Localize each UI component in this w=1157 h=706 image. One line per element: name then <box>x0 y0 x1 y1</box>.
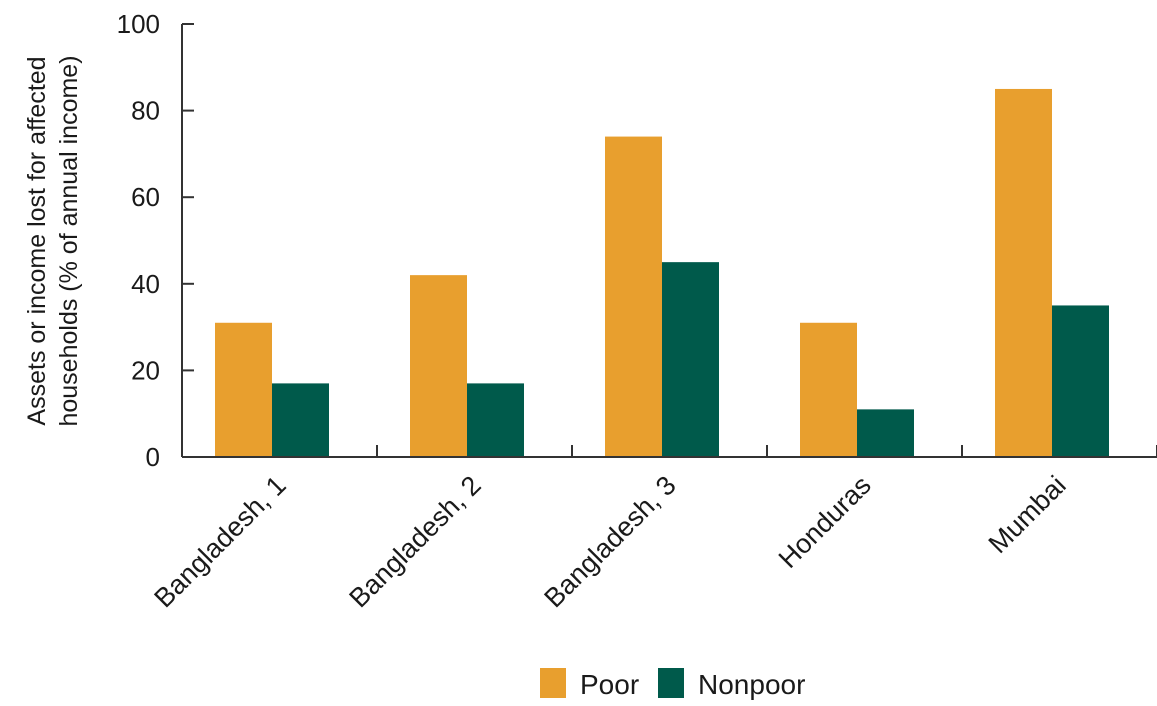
bar-nonpoor-0 <box>272 383 329 457</box>
legend-label-nonpoor: Nonpoor <box>698 669 805 700</box>
y-axis-title: Assets or income lost for affected house… <box>23 55 83 426</box>
y-tick-label: 80 <box>131 96 160 126</box>
bar-poor-1 <box>410 275 467 457</box>
bar-nonpoor-2 <box>662 262 719 457</box>
bar-poor-3 <box>800 322 857 457</box>
y-tick-label: 40 <box>131 269 160 299</box>
legend-swatch-poor <box>540 668 566 698</box>
y-tick-label: 100 <box>117 9 160 39</box>
bar-poor-2 <box>605 136 662 457</box>
x-tick-label: Mumbai <box>983 470 1072 559</box>
legend: Poor Nonpoor <box>540 668 805 700</box>
plot-area: 0 20 40 60 80 100 Bangladesh, 1 Bangladesh, 2 Ba… <box>117 9 1157 613</box>
y-tick-label: 0 <box>146 442 160 472</box>
x-tick-label: Bangladesh, 1 <box>148 470 291 613</box>
y-tick-label: 60 <box>131 182 160 212</box>
bar-nonpoor-3 <box>857 409 914 457</box>
x-tick-label: Honduras <box>773 470 877 574</box>
legend-label-poor: Poor <box>580 669 639 700</box>
x-tick-label: Bangladesh, 2 <box>343 470 486 613</box>
x-tick-label: Bangladesh, 3 <box>538 470 681 613</box>
bar-nonpoor-4 <box>1052 305 1109 457</box>
bar-nonpoor-1 <box>467 383 524 457</box>
y-tick-label: 20 <box>131 355 160 385</box>
bar-poor-0 <box>215 322 272 457</box>
y-axis-title-line-2: households (% of annual income) <box>55 55 83 426</box>
y-axis-title-line-1: Assets or income lost for affected <box>23 56 51 425</box>
bar-poor-4 <box>995 88 1052 457</box>
legend-swatch-nonpoor <box>658 668 684 698</box>
